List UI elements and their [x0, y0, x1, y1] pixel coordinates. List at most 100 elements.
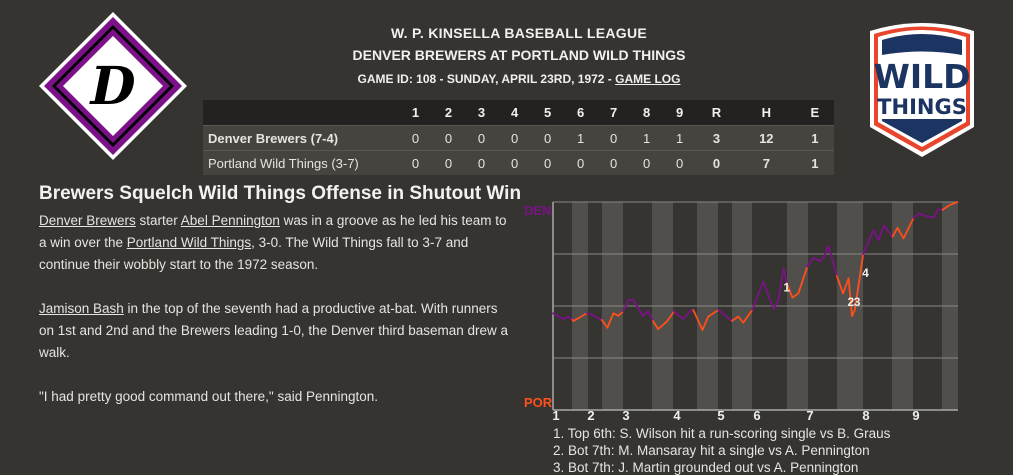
- play-note: 3. Bot 7th: J. Martin grounded out vs A.…: [553, 460, 859, 475]
- win-prob-segment: [797, 265, 809, 295]
- win-prob-segment: [806, 256, 815, 268]
- column-header-h: H: [736, 100, 796, 126]
- win-prob-segment: [782, 267, 788, 285]
- score-cell: 0: [531, 150, 565, 175]
- win-prob-segment: [842, 277, 850, 295]
- win-prob-segment: [912, 212, 920, 220]
- win-prob-segment: [673, 310, 685, 320]
- linescore-row: Portland Wild Things (3-7) 0 0 0 0 0 0 0 0 0 0 7 1: [203, 150, 834, 175]
- win-prob-segment: [862, 229, 875, 256]
- story-paragraph: Jamison Bash in the top of the seventh h…: [39, 298, 509, 364]
- win-prob-segment: [791, 292, 800, 299]
- x-tick-label: 6: [753, 408, 760, 420]
- win-prob-segment: [600, 319, 609, 329]
- win-prob-segment: [751, 280, 765, 311]
- x-tick-label: 8: [862, 408, 869, 420]
- denver-brewers-logo: D: [39, 12, 187, 160]
- win-prob-segment: [606, 312, 615, 329]
- column-header-7: 7: [597, 100, 631, 126]
- play-marker: 1: [783, 280, 790, 294]
- league-name: W. P. KINSELLA BASEBALL LEAGUE: [390, 25, 648, 41]
- win-prob-segment: [853, 253, 865, 311]
- team-link-denver[interactable]: Denver Brewers: [39, 213, 136, 228]
- score-cell: 0: [465, 150, 499, 175]
- column-header-9: 9: [663, 100, 697, 126]
- score-cell: 0: [399, 150, 433, 175]
- story-paragraph: Denver Brewers starter Abel Pennington w…: [39, 210, 509, 276]
- win-prob-segment: [827, 244, 838, 277]
- win-prob-segment: [730, 315, 740, 322]
- play-marker: 4: [862, 266, 869, 280]
- x-tick-label: 9: [912, 408, 919, 420]
- x-tick-label: 1: [552, 408, 559, 420]
- play-note: 1. Top 6th: S. Wilson hit a run-scoring …: [553, 426, 891, 441]
- win-prob-segment: [847, 277, 853, 317]
- win-prob-segment: [552, 312, 565, 321]
- win-prob-segment: [772, 300, 780, 310]
- win-prob-segment: [701, 315, 710, 331]
- column-header-8: 8: [630, 100, 664, 126]
- column-header-e: E: [795, 100, 834, 126]
- column-header-4: 4: [498, 100, 532, 126]
- win-prob-segment: [562, 315, 570, 321]
- player-link-bash[interactable]: Jamison Bash: [39, 301, 124, 316]
- score-cell: 0: [630, 150, 664, 175]
- score-cell: 0: [597, 150, 631, 175]
- player-link-pennington[interactable]: Abel Pennington: [180, 213, 280, 228]
- win-prob-segment: [941, 204, 951, 211]
- x-tick-label: 5: [717, 408, 724, 420]
- win-prob-segment: [877, 224, 885, 241]
- column-header-2: 2: [432, 100, 466, 126]
- text: in the top of the seventh had a producti…: [39, 301, 509, 360]
- win-prob-segment: [917, 212, 926, 217]
- team-header: [203, 100, 399, 126]
- column-header-3: 3: [465, 100, 499, 126]
- column-header-6: 6: [564, 100, 598, 126]
- win-prob-segment: [762, 280, 775, 310]
- win-prob-segment: [932, 208, 940, 219]
- win-prob-segment: [572, 312, 588, 322]
- win-prob-segment: [692, 309, 704, 331]
- score-cell: 0: [498, 125, 532, 151]
- score-cell: 0: [498, 150, 532, 175]
- x-tick-label: 3: [622, 408, 629, 420]
- matchup-title: DENVER BREWERS AT PORTLAND WILD THINGS: [352, 47, 686, 63]
- win-prob-segment: [665, 310, 675, 323]
- win-prob-segment: [622, 299, 630, 313]
- score-cell: 0: [432, 125, 466, 151]
- win-prob-segment: [891, 226, 899, 238]
- bottom-team-label: POR: [524, 395, 553, 410]
- score-cell: 0: [663, 150, 697, 175]
- win-prob-segment: [883, 224, 894, 238]
- win-prob-segment: [872, 229, 880, 241]
- win-prob-segment: [822, 244, 830, 259]
- team-name: Denver Brewers (7-4): [203, 125, 399, 151]
- score-cell: 12: [736, 125, 796, 151]
- score-cell: 3: [696, 125, 737, 151]
- svg-text:THINGS: THINGS: [877, 95, 967, 119]
- score-cell: 1: [795, 150, 834, 175]
- score-cell: 1: [663, 125, 697, 151]
- team-link-portland[interactable]: Portland Wild Things: [126, 235, 252, 250]
- win-prob-segment: [812, 256, 821, 262]
- play-marker: 2: [848, 295, 855, 309]
- score-cell: 0: [531, 125, 565, 151]
- story-title: Brewers Squelch Wild Things Offense in S…: [39, 183, 522, 204]
- win-prob-segment: [641, 310, 650, 317]
- top-team-label: DEN: [524, 203, 551, 218]
- win-prob-segment: [737, 315, 745, 324]
- game-info: GAME ID: 108 - SUNDAY, APRIL 23RD, 1972 …: [200, 72, 838, 86]
- svg-text:WILD: WILD: [873, 57, 970, 96]
- win-prob-segment: [612, 312, 620, 317]
- win-prob-segment: [657, 320, 668, 330]
- score-cell: 1: [795, 125, 834, 151]
- win-prob-segment: [717, 309, 733, 322]
- win-prob-segment: [617, 310, 625, 317]
- game-log-link[interactable]: GAME LOG: [615, 72, 681, 86]
- score-cell: 0: [432, 150, 466, 175]
- score-cell: 1: [630, 125, 664, 151]
- x-tick-label: 7: [806, 408, 813, 420]
- column-header-r: R: [696, 100, 737, 126]
